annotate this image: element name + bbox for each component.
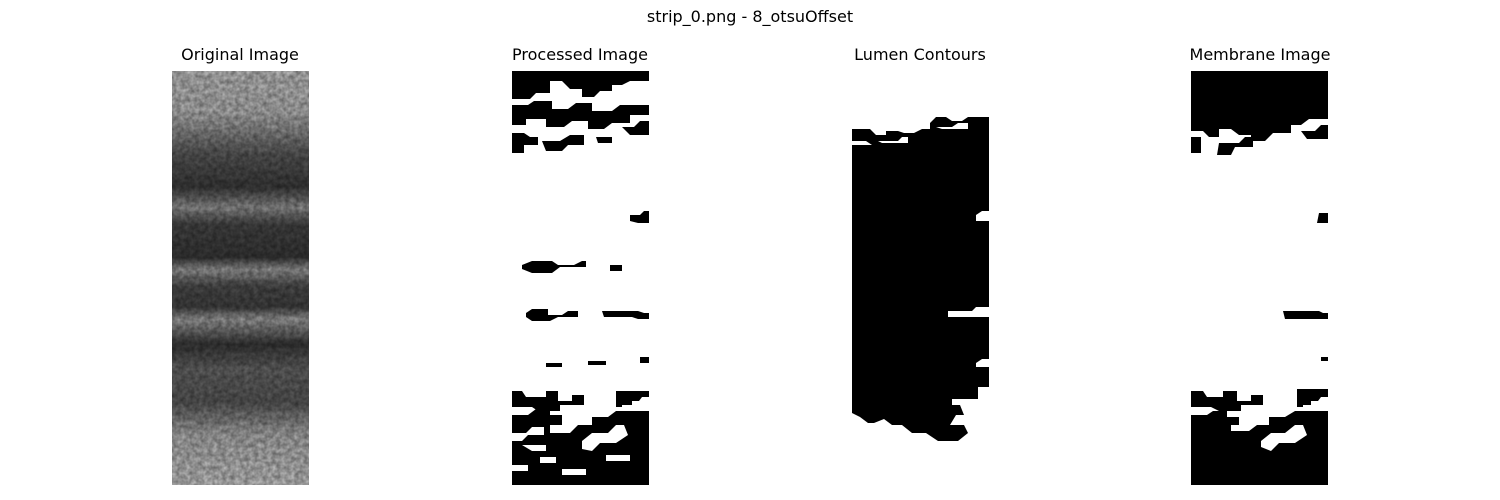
lumen-contours-panel bbox=[852, 71, 989, 485]
original-image bbox=[172, 71, 309, 485]
panel-title-original: Original Image bbox=[181, 45, 299, 64]
lumen-contours-image bbox=[852, 71, 989, 485]
panel-title-processed: Processed Image bbox=[512, 45, 648, 64]
processed-image-panel bbox=[512, 71, 649, 485]
membrane-image bbox=[1191, 71, 1328, 485]
panel-title-lumen: Lumen Contours bbox=[854, 45, 986, 64]
original-image-panel bbox=[172, 71, 309, 485]
processed-image bbox=[512, 71, 649, 485]
membrane-image-panel bbox=[1191, 71, 1328, 485]
panel-title-membrane: Membrane Image bbox=[1189, 45, 1331, 64]
figure-title: strip_0.png - 8_otsuOffset bbox=[646, 7, 854, 26]
